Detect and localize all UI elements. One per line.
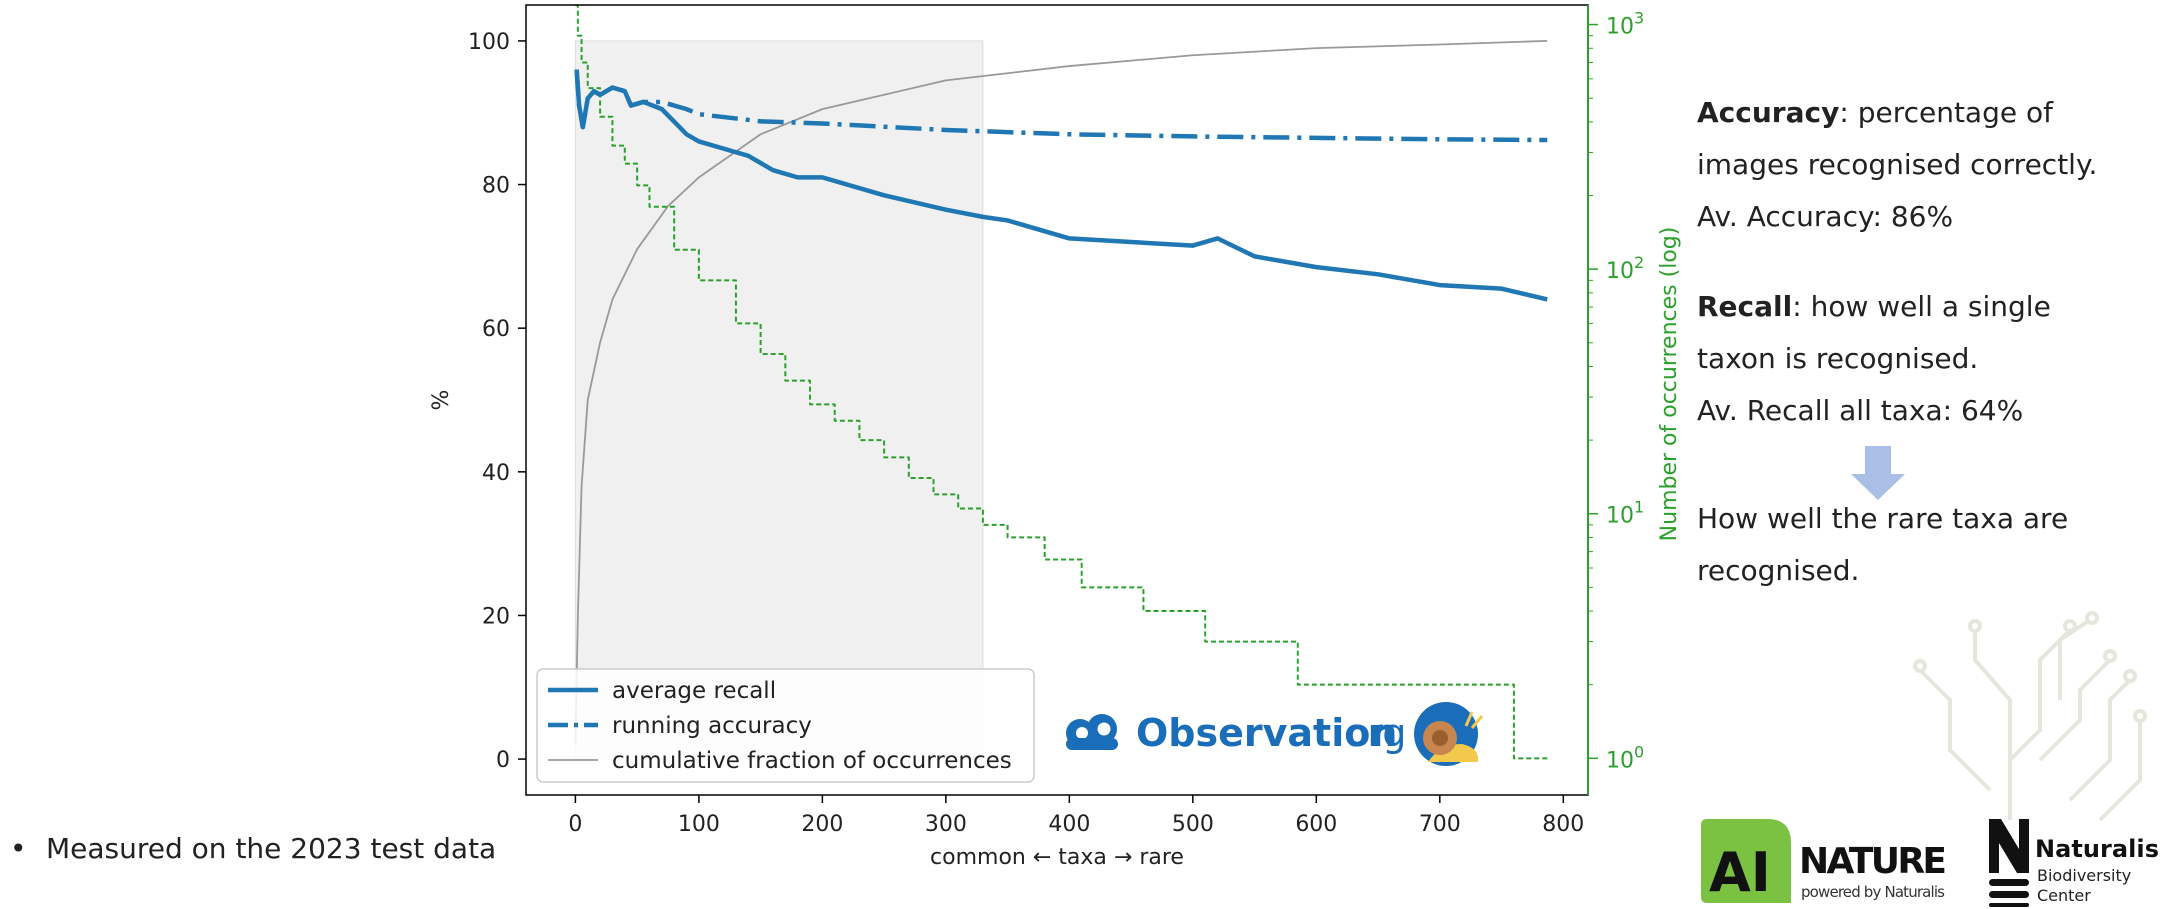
- rare-taxa-note: How well the rare taxa are recognised.: [1697, 493, 2137, 597]
- y-tick-label: 0: [496, 748, 510, 773]
- center-text: Center: [2037, 886, 2091, 905]
- series-line-average-recall: [574, 69, 1548, 302]
- accuracy-def-line-1: : percentage of: [1839, 96, 2053, 129]
- recall-average: Av. Recall all taxa: 64%: [1697, 394, 2024, 427]
- recall-definition: Recall: how well a single taxon is recog…: [1697, 281, 2137, 437]
- down-arrow-icon: [1851, 446, 1905, 500]
- x-tick-label: 300: [925, 812, 967, 837]
- legend-label: cumulative fraction of occurrences: [612, 748, 1012, 774]
- accuracy-def-line-2: images recognised correctly.: [1697, 148, 2098, 181]
- y2-tick-label: 101: [1606, 498, 1644, 529]
- x-tick-label: 600: [1295, 812, 1337, 837]
- recall-def-line-1: : how well a single: [1792, 290, 2051, 323]
- y-tick-label: 100: [468, 30, 510, 55]
- observation-logo-text: Observation: [1136, 711, 1397, 755]
- naturalis-logo-text: Naturalis: [2035, 835, 2159, 863]
- accuracy-average: Av. Accuracy: 86%: [1697, 200, 1954, 233]
- circuit-tree-decoration: [1913, 611, 2147, 822]
- legend-label: running accuracy: [612, 713, 812, 739]
- rare-taxa-line-2: recognised.: [1697, 554, 1860, 587]
- bullet-note: • Measured on the 2023 test data: [10, 832, 496, 865]
- x-tick-label: 200: [801, 812, 843, 837]
- x-tick-label: 800: [1542, 812, 1584, 837]
- y-tick-label: 40: [482, 461, 510, 486]
- recall-term: Recall: [1697, 290, 1793, 323]
- biodiversity-text: Biodiversity: [2037, 866, 2131, 885]
- y2-tick-label: 102: [1606, 253, 1644, 284]
- y-axis-right: 100 101 102 103: [1587, 5, 1644, 795]
- snail-mascot-icon: [1414, 702, 1484, 766]
- bullet-text: Measured on the 2023 test data: [46, 832, 497, 865]
- y-axis-left: 0 20 40 60 80 100: [468, 30, 526, 773]
- accuracy-term: Accuracy: [1697, 96, 1840, 129]
- legend-label: average recall: [612, 678, 776, 704]
- series-line-cumulative-fraction-of-occurrences: [574, 40, 1548, 745]
- x-axis: 0 100 200 300 400 500 600 700 800: [568, 795, 1584, 837]
- bullet-marker: •: [10, 832, 27, 865]
- observation-org-logo: Observation .org: [1066, 702, 1484, 766]
- x-tick-label: 700: [1419, 812, 1461, 837]
- rare-taxa-line-1: How well the rare taxa are: [1697, 502, 2069, 535]
- y-axis-label: %: [429, 390, 454, 411]
- recall-def-line-2: taxon is recognised.: [1697, 342, 1979, 375]
- x-tick-label: 100: [678, 812, 720, 837]
- y-tick-label: 80: [482, 174, 510, 199]
- y-tick-label: 20: [482, 604, 510, 629]
- naturalis-logo: Naturalis Biodiversity Center: [1989, 819, 2159, 907]
- x-tick-label: 500: [1172, 812, 1214, 837]
- ai-nature-logo: AI NATURE powered by Naturalis: [1701, 819, 1947, 904]
- y2-axis-label: Number of occurrences (log): [1657, 227, 1682, 542]
- series-line-occurrences: [575, 4, 1548, 760]
- x-tick-label: 0: [568, 812, 582, 837]
- x-axis-label: common ← taxa → rare: [930, 845, 1184, 870]
- observation-binoculars-icon: [1066, 714, 1118, 750]
- powered-by-text: powered by Naturalis: [1801, 883, 1945, 901]
- common-taxa-shaded-region: [574, 40, 984, 760]
- nature-logo-text: NATURE: [1799, 841, 1947, 882]
- x-tick-label: 400: [1048, 812, 1090, 837]
- y-tick-label: 60: [482, 317, 510, 342]
- y2-tick-label: 100: [1606, 742, 1644, 773]
- y2-tick-label: 103: [1606, 9, 1644, 40]
- observation-logo-suffix: .org: [1332, 711, 1406, 755]
- legend: average recall running accuracy cumulative…: [536, 668, 1035, 783]
- accuracy-definition: Accuracy: percentage of images recognise…: [1697, 87, 2137, 243]
- ai-logo-text: AI: [1709, 841, 1771, 904]
